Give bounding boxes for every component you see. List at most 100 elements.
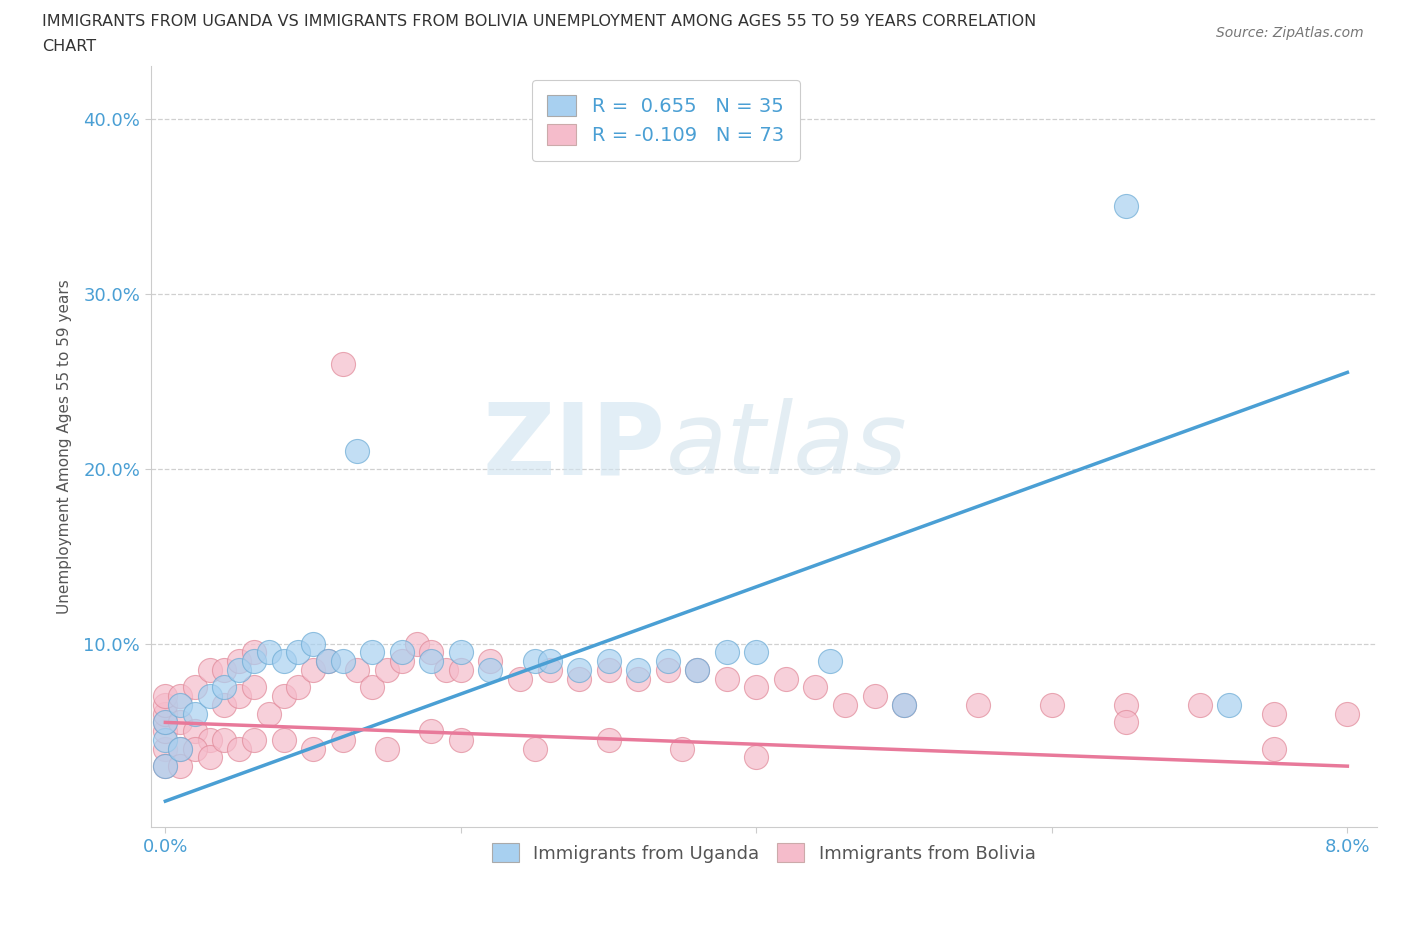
Point <box>450 733 472 748</box>
Point <box>198 689 221 704</box>
Point <box>346 444 368 458</box>
Point <box>243 680 266 695</box>
Text: IMMIGRANTS FROM UGANDA VS IMMIGRANTS FROM BOLIVIA UNEMPLOYMENT AMONG AGES 55 TO : IMMIGRANTS FROM UGANDA VS IMMIGRANTS FRO… <box>42 14 1036 29</box>
Point <box>863 689 886 704</box>
Point <box>214 733 236 748</box>
Point <box>598 662 620 677</box>
Point <box>509 671 531 686</box>
Point <box>434 662 457 677</box>
Point <box>214 662 236 677</box>
Point <box>169 715 191 730</box>
Point <box>214 680 236 695</box>
Point <box>273 654 295 669</box>
Point <box>538 662 561 677</box>
Point <box>1188 698 1211 712</box>
Point <box>804 680 827 695</box>
Point <box>273 689 295 704</box>
Point <box>1115 199 1137 214</box>
Point <box>671 741 693 756</box>
Point <box>302 662 325 677</box>
Point <box>598 654 620 669</box>
Point <box>228 741 250 756</box>
Point <box>523 741 546 756</box>
Point <box>332 733 354 748</box>
Point <box>391 645 413 660</box>
Point <box>1263 741 1285 756</box>
Point <box>316 654 339 669</box>
Point <box>391 654 413 669</box>
Point <box>243 733 266 748</box>
Point <box>893 698 915 712</box>
Point <box>169 698 191 712</box>
Point <box>228 689 250 704</box>
Text: Source: ZipAtlas.com: Source: ZipAtlas.com <box>1216 26 1364 40</box>
Point <box>155 715 177 730</box>
Point <box>169 741 191 756</box>
Text: atlas: atlas <box>665 398 907 496</box>
Point <box>361 645 384 660</box>
Point <box>627 671 650 686</box>
Point <box>155 733 177 748</box>
Point <box>214 698 236 712</box>
Point <box>198 733 221 748</box>
Point <box>893 698 915 712</box>
Point <box>375 741 398 756</box>
Point <box>169 759 191 774</box>
Point <box>420 654 443 669</box>
Point <box>450 662 472 677</box>
Point <box>346 662 368 677</box>
Point <box>686 662 709 677</box>
Point <box>420 724 443 738</box>
Point <box>198 750 221 764</box>
Point <box>657 654 679 669</box>
Text: ZIP: ZIP <box>482 398 665 496</box>
Point <box>155 724 177 738</box>
Point <box>686 662 709 677</box>
Point <box>273 733 295 748</box>
Point <box>332 654 354 669</box>
Point <box>538 654 561 669</box>
Point <box>745 645 768 660</box>
Y-axis label: Unemployment Among Ages 55 to 59 years: Unemployment Among Ages 55 to 59 years <box>58 279 72 614</box>
Point <box>1263 706 1285 721</box>
Point <box>361 680 384 695</box>
Point <box>450 645 472 660</box>
Point <box>568 662 591 677</box>
Point <box>184 741 207 756</box>
Point <box>198 662 221 677</box>
Point <box>834 698 856 712</box>
Point <box>184 724 207 738</box>
Point <box>1336 706 1358 721</box>
Point <box>228 662 250 677</box>
Point <box>332 356 354 371</box>
Point <box>1040 698 1063 712</box>
Point <box>420 645 443 660</box>
Point <box>257 706 280 721</box>
Point <box>657 662 679 677</box>
Point <box>1218 698 1240 712</box>
Point <box>155 689 177 704</box>
Point <box>716 645 738 660</box>
Point <box>523 654 546 669</box>
Point <box>316 654 339 669</box>
Text: CHART: CHART <box>42 39 96 54</box>
Point <box>820 654 842 669</box>
Point <box>716 671 738 686</box>
Point <box>745 750 768 764</box>
Point <box>155 715 177 730</box>
Point <box>243 645 266 660</box>
Point <box>228 654 250 669</box>
Point <box>375 662 398 677</box>
Point <box>243 654 266 669</box>
Point <box>169 689 191 704</box>
Point <box>479 654 502 669</box>
Point <box>155 759 177 774</box>
Point <box>155 741 177 756</box>
Legend: Immigrants from Uganda, Immigrants from Bolivia: Immigrants from Uganda, Immigrants from … <box>482 833 1045 871</box>
Point <box>627 662 650 677</box>
Point <box>184 680 207 695</box>
Point <box>287 645 309 660</box>
Point <box>479 662 502 677</box>
Point <box>745 680 768 695</box>
Point <box>169 741 191 756</box>
